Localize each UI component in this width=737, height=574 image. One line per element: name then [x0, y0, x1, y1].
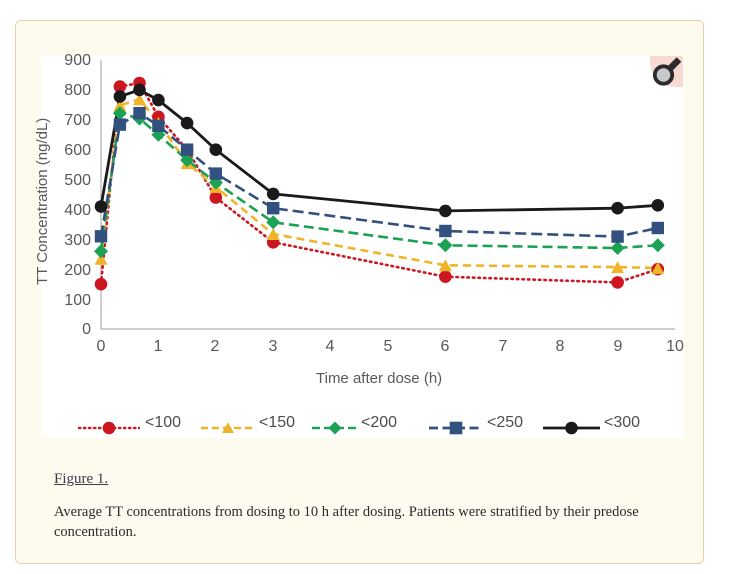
svg-text:7: 7: [499, 338, 508, 355]
svg-text:300: 300: [64, 232, 91, 249]
svg-text:6: 6: [441, 338, 450, 355]
svg-text:0: 0: [97, 338, 106, 355]
svg-text:100: 100: [64, 292, 91, 309]
svg-text:0: 0: [82, 321, 91, 338]
svg-text:4: 4: [326, 338, 335, 355]
svg-text:900: 900: [64, 52, 91, 69]
svg-text:9: 9: [614, 338, 623, 355]
svg-text:800: 800: [64, 82, 91, 99]
svg-text:400: 400: [64, 202, 91, 219]
svg-text:600: 600: [64, 142, 91, 159]
svg-text:5: 5: [384, 338, 393, 355]
svg-text:500: 500: [64, 172, 91, 189]
svg-text:700: 700: [64, 112, 91, 129]
svg-text:1: 1: [154, 338, 163, 355]
svg-text:200: 200: [64, 262, 91, 279]
svg-text:8: 8: [556, 338, 565, 355]
svg-text:10: 10: [666, 338, 684, 355]
svg-text:2: 2: [211, 338, 220, 355]
svg-text:3: 3: [269, 338, 278, 355]
